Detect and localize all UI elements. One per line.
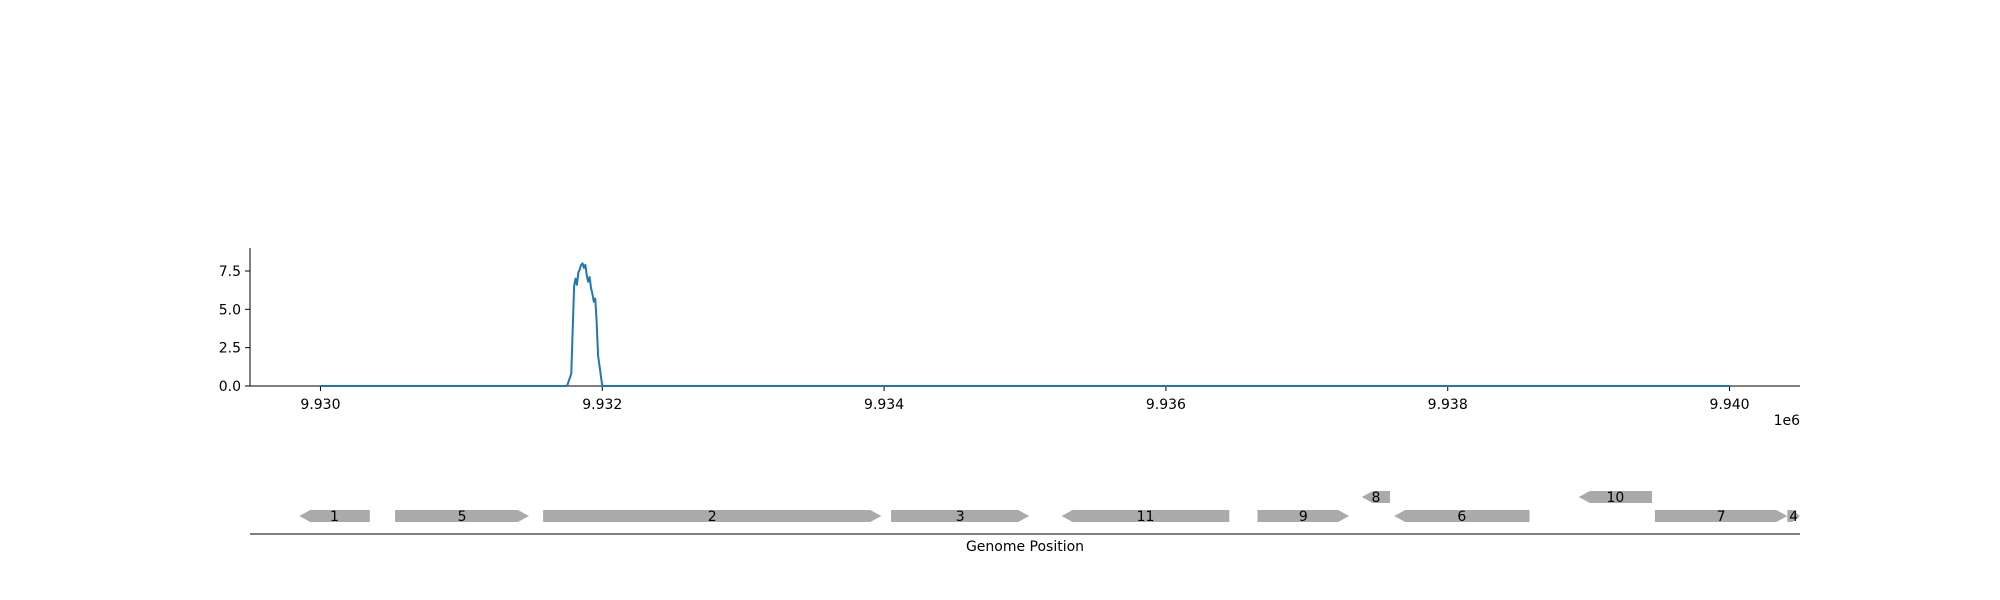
x-ticks: 9.930 9.932 9.934 9.936 9.938 9.940 [300, 386, 1750, 413]
x-tick-label: 9.936 [1146, 397, 1186, 413]
gene-arrow-3 [891, 510, 1030, 522]
gene-label-6: 6 [1457, 509, 1466, 525]
gene-arrow-2 [543, 510, 882, 522]
gene-arrow-9 [1257, 510, 1350, 522]
gene-label-4: 4 [1789, 509, 1798, 525]
gene-label-3: 3 [956, 509, 965, 525]
gene-label-1: 1 [330, 509, 339, 525]
gene-track: 1 5 2 3 11 9 8 6 10 7 4 Genome Position [250, 490, 1800, 555]
x-tick-label: 9.934 [864, 397, 904, 413]
x-tick-label: 9.930 [300, 397, 340, 413]
x-tick-label: 9.940 [1709, 397, 1749, 413]
gene-arrow-11 [1061, 510, 1230, 522]
gene-arrow-10 [1578, 491, 1652, 503]
gene-track-x-axis-title: Genome Position [966, 539, 1084, 555]
gene-label-8: 8 [1371, 490, 1380, 506]
y-tick-label: 5.0 [219, 302, 241, 318]
x-axis-offset-label: 1e6 [1774, 413, 1801, 429]
gene-label-7: 7 [1717, 509, 1726, 525]
gene-label-5: 5 [458, 509, 467, 525]
x-tick-label: 9.938 [1428, 397, 1468, 413]
gene-arrow-6 [1394, 510, 1530, 522]
gene-label-9: 9 [1299, 509, 1308, 525]
coverage-series-line [320, 262, 1730, 387]
gene-arrow-1 [299, 510, 370, 522]
gene-label-2: 2 [708, 509, 717, 525]
y-ticks: 0.0 2.5 5.0 7.5 [219, 264, 250, 395]
gene-arrow-7 [1654, 510, 1788, 522]
gene-arrow-8 [1361, 491, 1390, 503]
coverage-plot: 0.02.55.07.5 9.930 9.932 9.934 9.936 9.938 9.… [219, 248, 1800, 429]
y-tick-label: 0.0 [219, 379, 241, 395]
x-tick-label: 9.932 [582, 397, 622, 413]
gene-label-10: 10 [1606, 490, 1624, 506]
gene-label-11: 11 [1137, 509, 1155, 525]
gene-arrow-5 [395, 510, 529, 522]
y-tick-label: 2.5 [219, 341, 241, 357]
y-tick-label: 7.5 [219, 264, 241, 280]
gene-arrows: 1 5 2 3 11 9 8 6 10 7 4 [299, 490, 1800, 525]
gene-arrow-4 [1787, 510, 1800, 522]
